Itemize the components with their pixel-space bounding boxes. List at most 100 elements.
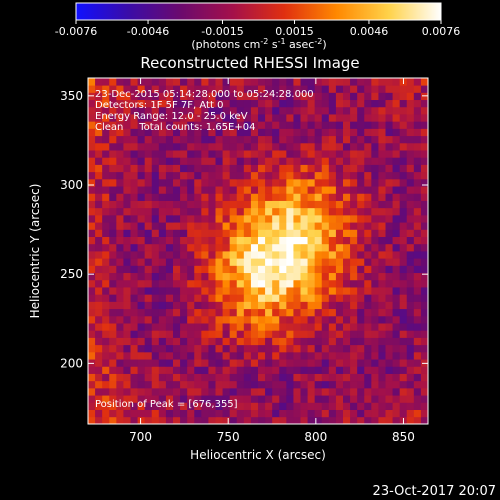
- heatmap-cell: [392, 106, 401, 115]
- heatmap-cell: [335, 272, 344, 281]
- heatmap-cell: [180, 330, 188, 338]
- heatmap-cell: [95, 272, 103, 281]
- heatmap-cell: [158, 265, 167, 274]
- heatmap-cell: [116, 236, 124, 245]
- heatmap-cell: [258, 279, 266, 288]
- heatmap-cell: [250, 265, 259, 274]
- heatmap-cell: [350, 409, 358, 418]
- heatmap-cell: [158, 128, 167, 137]
- heatmap-cell: [406, 150, 415, 158]
- heatmap-cell: [279, 387, 287, 396]
- heatmap-cell: [173, 150, 181, 158]
- heatmap-cell: [392, 409, 401, 418]
- heatmap-cell: [173, 243, 181, 252]
- heatmap-cell: [123, 279, 131, 288]
- heatmap-cell: [321, 380, 330, 389]
- heatmap-cell: [109, 265, 117, 274]
- heatmap-cell: [250, 301, 259, 310]
- heatmap-cell: [144, 150, 153, 158]
- heatmap-cell: [399, 373, 408, 382]
- heatmap-cell: [236, 279, 245, 288]
- heatmap-cell: [364, 150, 372, 158]
- heatmap-cell: [335, 351, 344, 360]
- heatmap-cell: [272, 150, 280, 158]
- heatmap-cell: [343, 380, 351, 389]
- heatmap-cell: [364, 251, 372, 259]
- heatmap-cell: [392, 330, 401, 338]
- heatmap-cell: [357, 85, 365, 93]
- heatmap-cell: [350, 114, 358, 122]
- heatmap-cell: [357, 92, 365, 101]
- heatmap-cell: [116, 128, 124, 137]
- heatmap-cell: [243, 315, 252, 324]
- heatmap-cell: [293, 193, 301, 201]
- heatmap-cell: [392, 380, 401, 389]
- heatmap-cell: [420, 366, 429, 374]
- heatmap-cell: [420, 287, 429, 295]
- heatmap-cell: [130, 402, 138, 410]
- annotation-clean: Clean Total counts: 1.65E+04: [95, 122, 255, 133]
- heatmap-cell: [201, 308, 209, 317]
- heatmap-cell: [123, 142, 131, 151]
- heatmap-cell: [286, 265, 294, 274]
- heatmap-cell: [371, 114, 379, 122]
- heatmap-cell: [385, 294, 393, 302]
- heatmap-cell: [350, 135, 358, 144]
- heatmap-cell: [265, 251, 273, 259]
- heatmap-cell: [165, 272, 174, 281]
- heatmap-cell: [413, 409, 422, 418]
- heatmap-cell: [307, 200, 316, 209]
- heatmap-cell: [293, 272, 301, 281]
- heatmap-cell: [420, 294, 429, 302]
- heatmap-cell: [286, 308, 294, 317]
- heatmap-cell: [378, 200, 386, 209]
- heatmap-cell: [279, 251, 287, 259]
- heatmap-cell: [406, 337, 415, 346]
- heatmap-cell: [165, 387, 174, 396]
- heatmap-cell: [208, 287, 216, 295]
- heatmap-cell: [109, 387, 117, 396]
- heatmap-cell: [236, 308, 245, 317]
- heatmap-cell: [130, 279, 138, 288]
- heatmap-cell: [265, 78, 273, 86]
- heatmap-cell: [116, 330, 124, 338]
- heatmap-cell: [88, 409, 96, 418]
- heatmap-cell: [173, 287, 181, 295]
- heatmap-cell: [123, 344, 131, 353]
- heatmap-cell: [95, 337, 103, 346]
- heatmap-cell: [95, 164, 103, 173]
- heatmap-cell: [321, 287, 330, 295]
- heatmap-cell: [158, 171, 167, 180]
- heatmap-cell: [236, 287, 245, 295]
- heatmap-cell: [378, 78, 386, 86]
- heatmap-cell: [130, 409, 138, 418]
- heatmap-cell: [357, 222, 365, 230]
- heatmap-cell: [293, 308, 301, 317]
- heatmap-cell: [258, 265, 266, 274]
- heatmap-cell: [321, 171, 330, 180]
- heatmap-cell: [328, 78, 337, 86]
- heatmap-cell: [335, 121, 344, 129]
- heatmap-cell: [307, 337, 316, 346]
- heatmap-cell: [144, 337, 153, 346]
- heatmap-cell: [144, 243, 153, 252]
- heatmap-cell: [286, 157, 294, 165]
- heatmap-cell: [265, 395, 273, 403]
- heatmap-cell: [201, 337, 209, 346]
- heatmap-cell: [265, 373, 273, 382]
- heatmap-cell: [364, 78, 372, 86]
- heatmap-cell: [343, 135, 351, 144]
- heatmap-cell: [144, 186, 153, 194]
- heatmap-cell: [151, 178, 160, 187]
- heatmap-cell: [236, 337, 245, 346]
- heatmap-cell: [229, 85, 238, 93]
- heatmap-cell: [371, 301, 379, 310]
- heatmap-cell: [286, 85, 294, 93]
- heatmap-cell: [406, 186, 415, 194]
- heatmap-cell: [286, 380, 294, 389]
- heatmap-cell: [201, 186, 209, 194]
- heatmap-cell: [286, 106, 294, 115]
- heatmap-cell: [364, 272, 372, 281]
- heatmap-cell: [173, 402, 181, 410]
- heatmap-cell: [399, 380, 408, 389]
